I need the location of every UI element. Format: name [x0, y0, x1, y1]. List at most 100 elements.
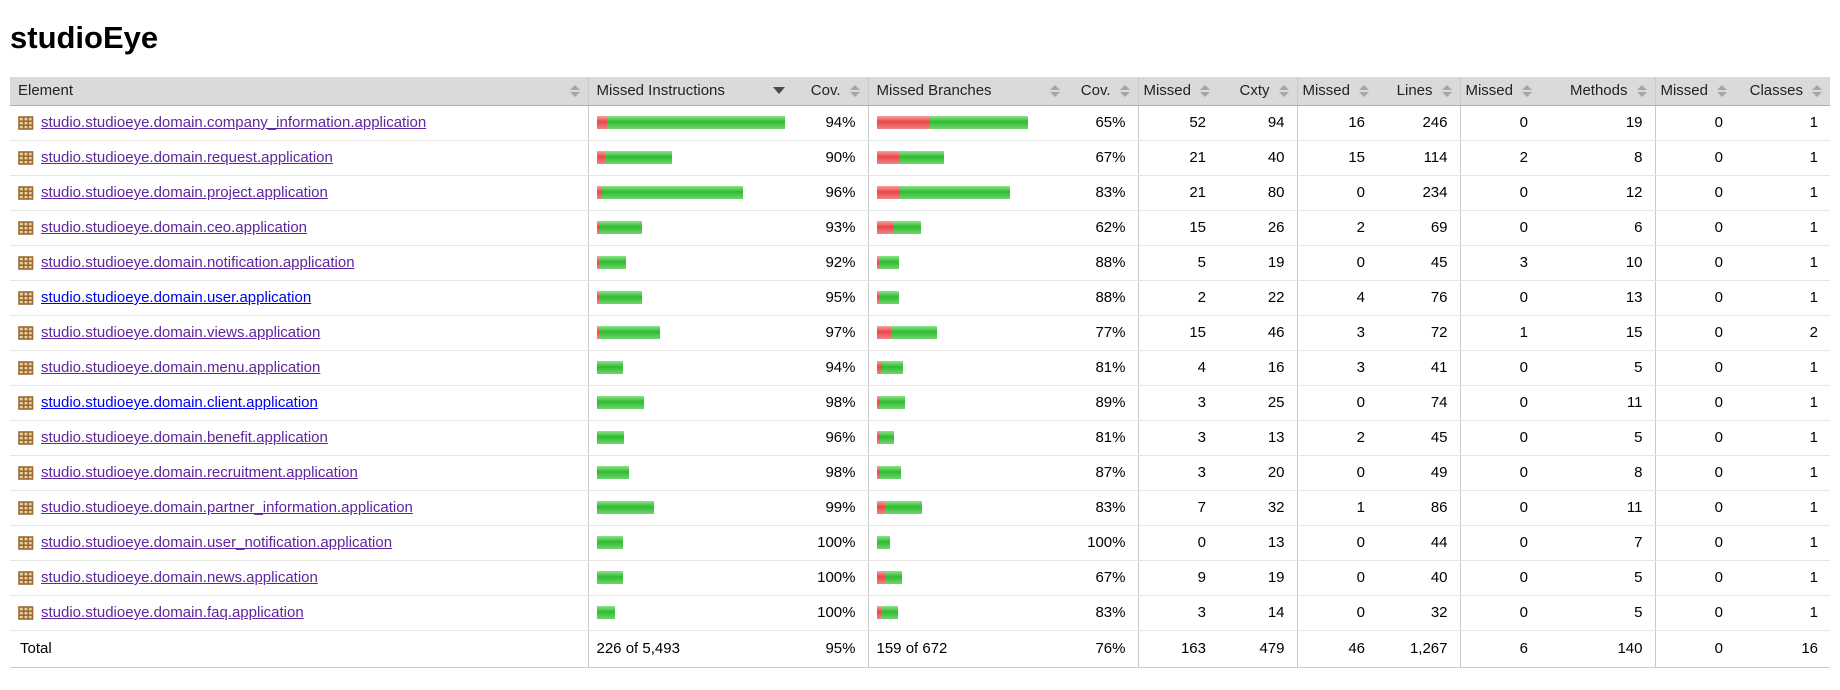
- missed-methods-cell: 0: [1459, 560, 1540, 596]
- col-header-missed-cxty[interactable]: Missed: [1137, 77, 1218, 106]
- missed-branches-cell-bar: [876, 256, 1061, 269]
- package-link[interactable]: studio.studioeye.domain.views.applicatio…: [41, 324, 321, 341]
- missed-cxty-cell: 0: [1137, 525, 1218, 561]
- table-row: studio.studioeye.domain.partner_informat…: [10, 490, 1830, 526]
- package-link[interactable]: studio.studioeye.domain.ceo.application: [41, 219, 308, 236]
- package-icon: [18, 535, 34, 551]
- coverage-report-page: studioEye Element Missed Instructions Co…: [10, 20, 1830, 668]
- element-cell-content: studio.studioeye.domain.user_notificatio…: [18, 534, 580, 551]
- total-missed-classes: 0: [1654, 629, 1735, 668]
- package-link[interactable]: studio.studioeye.domain.menu.application: [41, 359, 321, 376]
- missed-branches-cell: [867, 455, 1068, 491]
- branch-coverage-cell: 89%: [1068, 385, 1138, 421]
- table-header: Element Missed Instructions Cov. Missed …: [10, 77, 1830, 106]
- package-link[interactable]: studio.studioeye.domain.notification.app…: [41, 254, 355, 271]
- missed-branches-cell: [867, 385, 1068, 421]
- branch-coverage-cell: 81%: [1068, 420, 1138, 456]
- total-missed-methods: 6: [1459, 629, 1540, 668]
- package-link[interactable]: studio.studioeye.domain.client.applicati…: [41, 394, 318, 411]
- total-methods: 140: [1540, 629, 1655, 668]
- branch-coverage-cell: 65%: [1068, 105, 1138, 141]
- table-row: studio.studioeye.domain.user.application…: [10, 280, 1830, 316]
- missed-methods-cell: 0: [1459, 175, 1540, 211]
- col-header-instruction-coverage[interactable]: Cov.: [793, 77, 868, 106]
- col-header-classes[interactable]: Classes: [1735, 77, 1830, 106]
- table-row: studio.studioeye.domain.news.application…: [10, 560, 1830, 596]
- missed-instructions-cell: [587, 245, 793, 281]
- table-row: studio.studioeye.domain.request.applicat…: [10, 140, 1830, 176]
- branch-coverage-cell: 67%: [1068, 560, 1138, 596]
- missed-branches-cell: [867, 140, 1068, 176]
- col-header-branch-coverage[interactable]: Cov.: [1068, 77, 1138, 106]
- classes-cell: 1: [1735, 175, 1830, 211]
- package-link[interactable]: studio.studioeye.domain.company_informat…: [41, 114, 427, 131]
- sort-icon: [1636, 84, 1647, 97]
- element-cell-content: studio.studioeye.domain.views.applicatio…: [18, 324, 580, 341]
- instruction-coverage-cell: 96%: [793, 420, 868, 456]
- sort-icon: [849, 84, 860, 97]
- total-missed-lines: 46: [1296, 629, 1377, 668]
- element-cell-content: studio.studioeye.domain.faq.application: [18, 604, 580, 621]
- sort-icon: [1522, 84, 1532, 97]
- total-lines: 1,267: [1377, 629, 1460, 668]
- missed-cxty-cell: 3: [1137, 385, 1218, 421]
- element-cell: studio.studioeye.domain.partner_informat…: [10, 490, 588, 526]
- missed-instructions-cell-bar: [596, 116, 785, 129]
- missed-branches-cell-bar: [876, 501, 1061, 514]
- col-header-missed-methods[interactable]: Missed: [1459, 77, 1540, 106]
- package-icon: [18, 430, 34, 446]
- methods-cell: 5: [1540, 560, 1655, 596]
- missed-methods-cell: 0: [1459, 105, 1540, 141]
- missed-methods-cell: 0: [1459, 385, 1540, 421]
- col-header-missed-classes[interactable]: Missed: [1654, 77, 1735, 106]
- package-link[interactable]: studio.studioeye.domain.news.application: [41, 569, 318, 586]
- package-link[interactable]: studio.studioeye.domain.partner_informat…: [41, 499, 413, 516]
- missed-classes-cell: 0: [1654, 490, 1735, 526]
- package-link[interactable]: studio.studioeye.domain.recruitment.appl…: [41, 464, 358, 481]
- package-link[interactable]: studio.studioeye.domain.project.applicat…: [41, 184, 328, 201]
- instruction-coverage-cell: 98%: [793, 455, 868, 491]
- col-header-element[interactable]: Element: [10, 77, 588, 106]
- element-cell-content: studio.studioeye.domain.project.applicat…: [18, 184, 580, 201]
- missed-lines-cell: 16: [1296, 105, 1377, 141]
- col-header-missed-lines[interactable]: Missed: [1296, 77, 1377, 106]
- missed-lines-cell: 0: [1296, 385, 1377, 421]
- missed-classes-cell: 0: [1654, 140, 1735, 176]
- missed-cxty-cell: 3: [1137, 420, 1218, 456]
- package-link[interactable]: studio.studioeye.domain.user_notificatio…: [41, 534, 393, 551]
- missed-branches-cell-bar: [876, 326, 1061, 339]
- table-row: studio.studioeye.domain.menu.application…: [10, 350, 1830, 386]
- package-link[interactable]: studio.studioeye.domain.faq.application: [41, 604, 304, 621]
- cxty-cell: 13: [1218, 420, 1297, 456]
- missed-lines-cell: 0: [1296, 245, 1377, 281]
- col-header-missed-branches[interactable]: Missed Branches: [867, 77, 1068, 106]
- branch-coverage-cell: 83%: [1068, 595, 1138, 631]
- branch-coverage-cell: 87%: [1068, 455, 1138, 491]
- methods-cell: 5: [1540, 350, 1655, 386]
- col-header-methods[interactable]: Methods: [1540, 77, 1655, 106]
- missed-branches-cell: [867, 210, 1068, 246]
- cxty-cell: 19: [1218, 560, 1297, 596]
- branch-coverage-cell: 67%: [1068, 140, 1138, 176]
- element-cell: studio.studioeye.domain.views.applicatio…: [10, 315, 588, 351]
- package-link[interactable]: studio.studioeye.domain.request.applicat…: [41, 149, 333, 166]
- missed-classes-cell: 0: [1654, 245, 1735, 281]
- missed-methods-cell: 0: [1459, 490, 1540, 526]
- package-icon: [18, 115, 34, 131]
- col-header-cxty[interactable]: Cxty: [1218, 77, 1297, 106]
- instruction-coverage-cell: 99%: [793, 490, 868, 526]
- missed-branches-cell: [867, 525, 1068, 561]
- missed-classes-cell: 0: [1654, 175, 1735, 211]
- col-header-missed-instructions[interactable]: Missed Instructions: [587, 77, 793, 106]
- missed-instructions-cell-bar: [596, 396, 786, 409]
- package-link[interactable]: studio.studioeye.domain.user.application: [41, 289, 312, 306]
- missed-methods-cell: 0: [1459, 210, 1540, 246]
- missed-lines-cell: 3: [1296, 315, 1377, 351]
- classes-cell: 1: [1735, 105, 1830, 141]
- package-link[interactable]: studio.studioeye.domain.benefit.applicat…: [41, 429, 328, 446]
- methods-cell: 5: [1540, 420, 1655, 456]
- table-row: studio.studioeye.domain.recruitment.appl…: [10, 455, 1830, 491]
- lines-cell: 41: [1377, 350, 1460, 386]
- missed-methods-cell: 0: [1459, 420, 1540, 456]
- col-header-lines[interactable]: Lines: [1377, 77, 1460, 106]
